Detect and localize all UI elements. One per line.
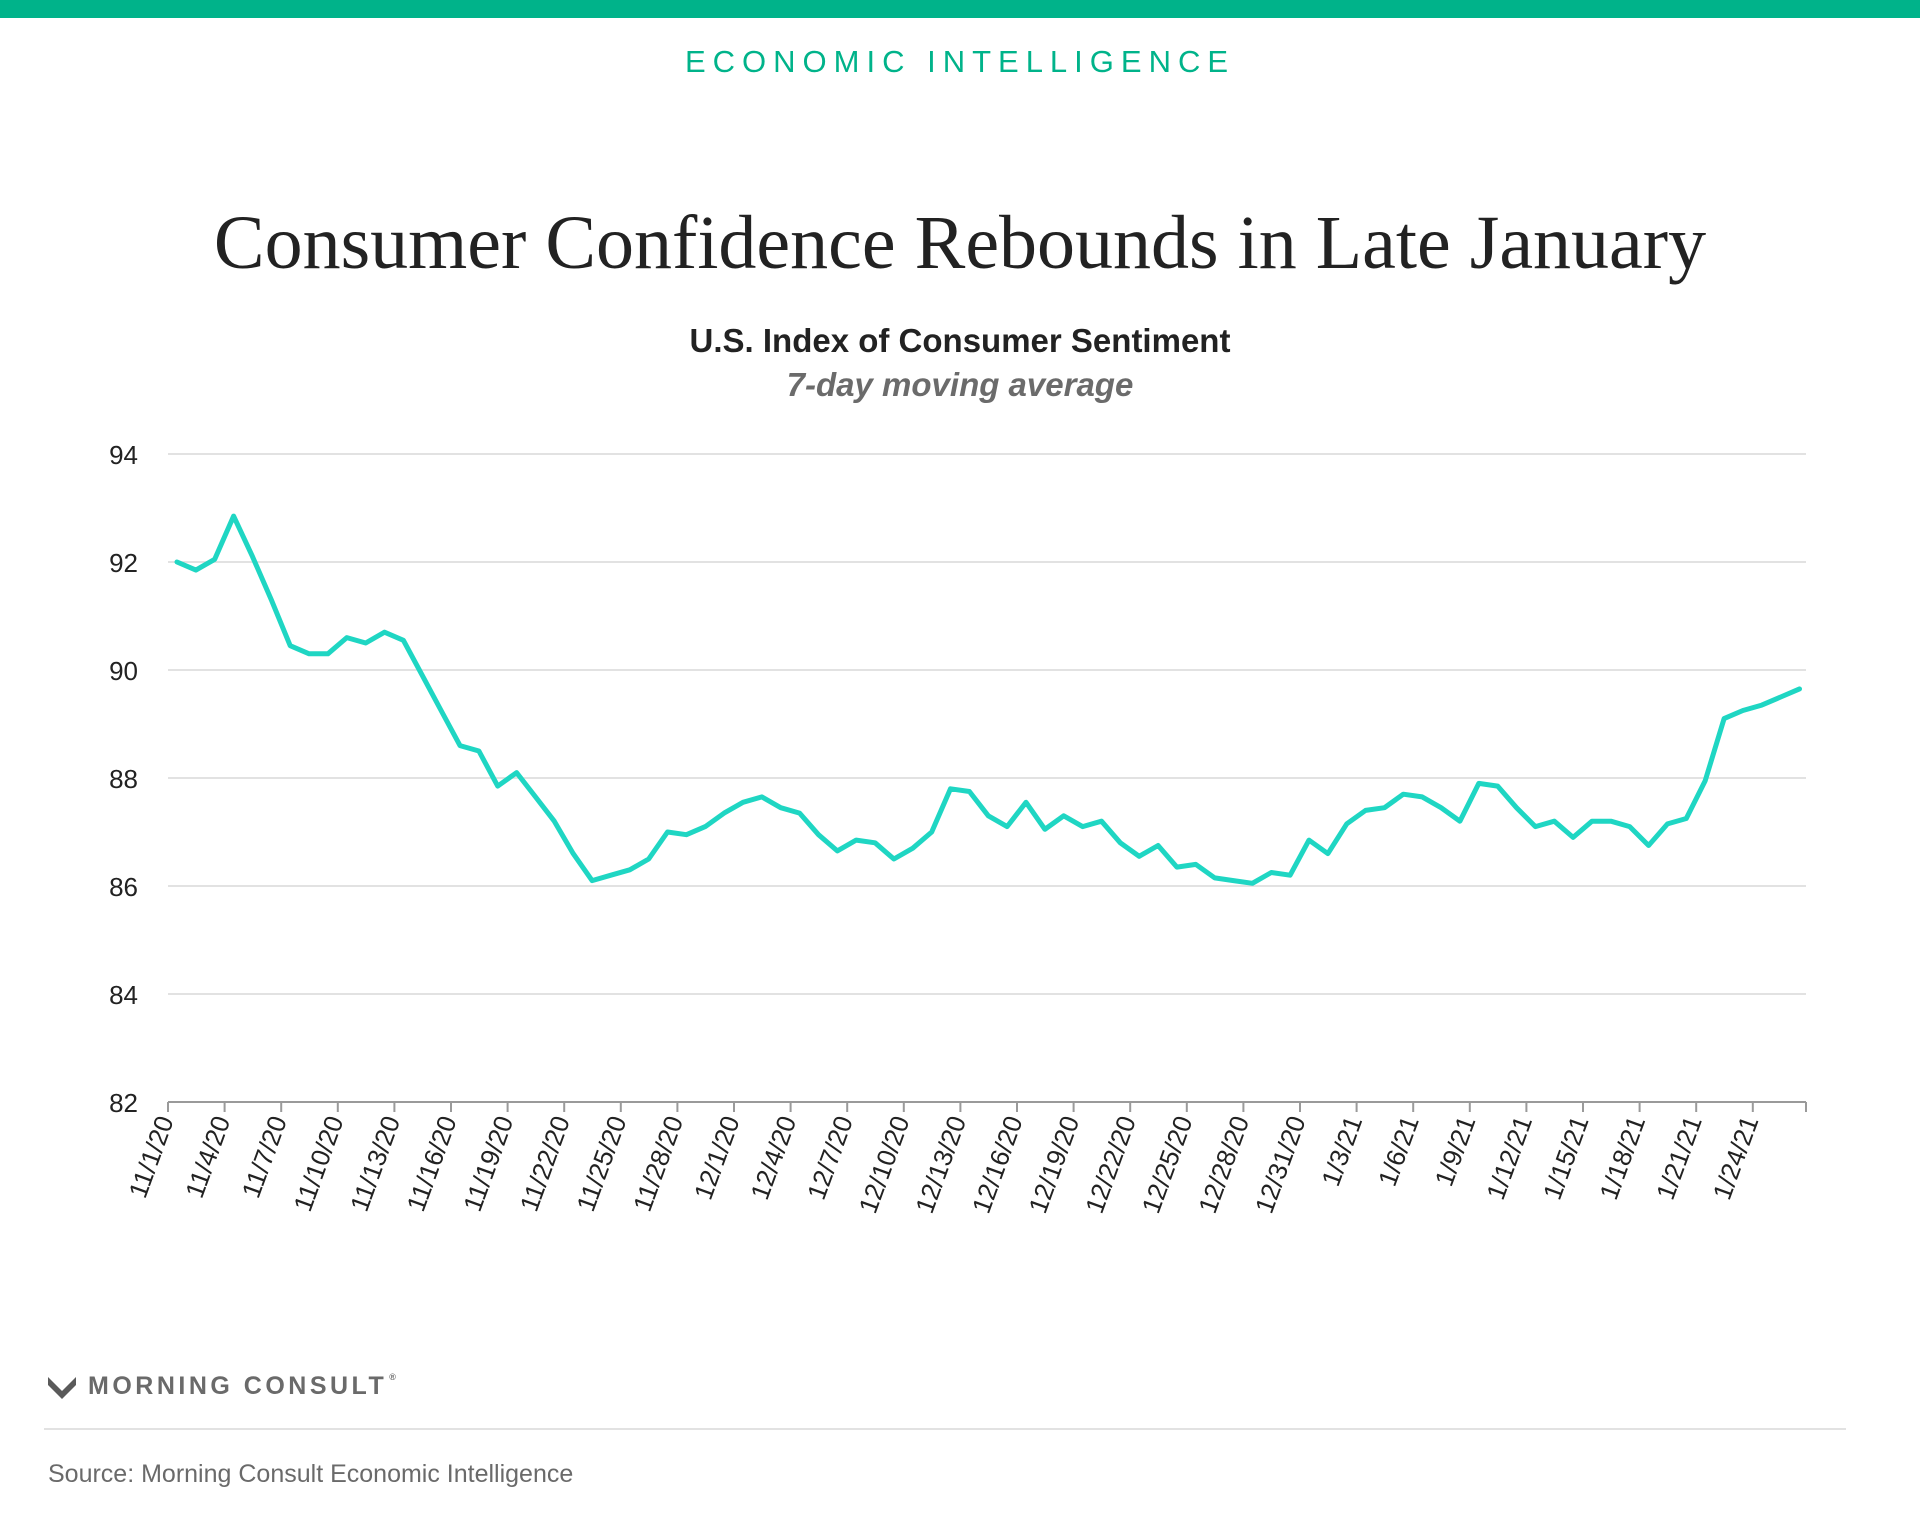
page-title: Consumer Confidence Rebounds in Late Jan… bbox=[213, 201, 1707, 285]
x-tick-label: 12/13/20 bbox=[909, 1112, 972, 1217]
chart-title: U.S. Index of Consumer Sentiment bbox=[689, 322, 1231, 359]
series-line-0 bbox=[174, 513, 1802, 886]
brand-name: MORNING CONSULT ® bbox=[88, 1372, 396, 1401]
x-tick-label: 12/1/20 bbox=[688, 1112, 746, 1204]
brand-name-text: MORNING CONSULT bbox=[88, 1371, 388, 1400]
x-axis bbox=[168, 1101, 1807, 1112]
x-tick-label: 11/19/20 bbox=[457, 1112, 519, 1216]
registered-mark: ® bbox=[389, 1371, 396, 1382]
x-tick-label: 11/1/20 bbox=[122, 1112, 179, 1202]
y-tick-label: 94 bbox=[109, 440, 138, 470]
x-tick-label: 12/22/20 bbox=[1079, 1112, 1142, 1217]
y-tick-label: 90 bbox=[109, 656, 138, 686]
footer-divider bbox=[44, 1428, 1846, 1430]
x-tick-label: 1/6/21 bbox=[1372, 1112, 1425, 1190]
x-tick-label: 1/15/21 bbox=[1537, 1112, 1595, 1204]
y-tick-label: 92 bbox=[109, 548, 138, 578]
x-tick-label: 11/16/20 bbox=[400, 1112, 462, 1216]
x-tick-label: 1/21/21 bbox=[1650, 1112, 1708, 1204]
x-tick-label: 1/18/21 bbox=[1593, 1112, 1651, 1204]
x-tick-label: 1/3/21 bbox=[1315, 1112, 1368, 1190]
x-tick-label: 12/28/20 bbox=[1192, 1112, 1255, 1217]
x-tick-label: 12/31/20 bbox=[1249, 1112, 1312, 1217]
x-tick-label: 12/19/20 bbox=[1022, 1112, 1085, 1217]
series-layer bbox=[174, 513, 1802, 886]
x-tick-label: 1/12/21 bbox=[1480, 1112, 1538, 1204]
section-label: ECONOMIC INTELLIGENCE bbox=[684, 44, 1236, 79]
top-accent-bar bbox=[0, 0, 1920, 18]
x-tick-label: 1/24/21 bbox=[1707, 1112, 1765, 1204]
x-tick-label: 12/4/20 bbox=[744, 1112, 802, 1204]
x-tick-label: 11/4/20 bbox=[179, 1112, 236, 1202]
x-tick-label: 11/25/20 bbox=[570, 1112, 632, 1216]
x-axis-tick-labels: 11/1/20 11/4/20 11/7/2011/10/2011/13/2011/… bbox=[122, 1102, 1764, 1217]
x-tick-label: 12/16/20 bbox=[966, 1112, 1029, 1217]
x-tick-label: 12/10/20 bbox=[853, 1112, 916, 1217]
x-tick-label: 11/7/20 bbox=[236, 1112, 293, 1202]
x-tick-label: 11/28/20 bbox=[627, 1112, 689, 1216]
y-tick-label: 86 bbox=[109, 872, 138, 902]
y-tick-label: 84 bbox=[109, 980, 138, 1010]
morning-consult-logo-icon bbox=[48, 1377, 76, 1399]
grid-lines bbox=[168, 453, 1806, 995]
brand-logo: MORNING CONSULT ® bbox=[46, 1366, 396, 1406]
y-tick-label: 88 bbox=[109, 764, 138, 794]
x-tick-label: 12/25/20 bbox=[1136, 1112, 1199, 1217]
y-tick-label: 82 bbox=[109, 1088, 138, 1118]
source-note: Source: Morning Consult Economic Intelli… bbox=[48, 1460, 574, 1488]
chart-subtitle: 7-day moving average bbox=[786, 366, 1134, 403]
x-tick-label: 11/10/20 bbox=[287, 1112, 349, 1216]
x-tick-label: 12/7/20 bbox=[801, 1112, 859, 1204]
x-tick-label: 11/13/20 bbox=[344, 1112, 406, 1216]
x-tick-label: 11/22/20 bbox=[514, 1112, 576, 1216]
y-axis-tick-labels: 82 84 86 88 90 92 94 bbox=[109, 440, 138, 1118]
x-tick-label: 1/9/21 bbox=[1429, 1112, 1482, 1190]
